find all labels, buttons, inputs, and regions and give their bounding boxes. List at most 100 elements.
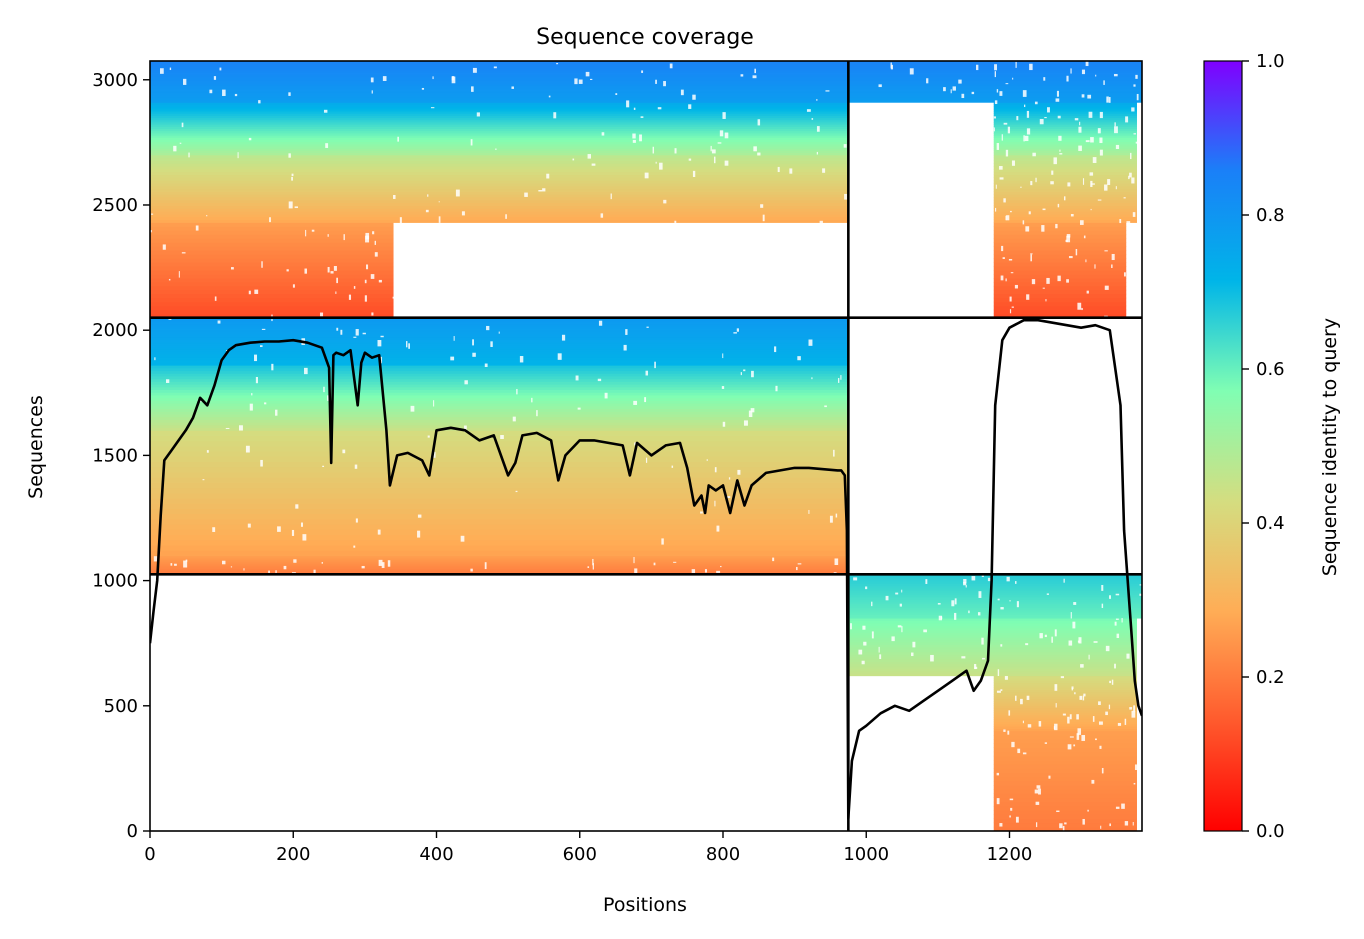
coverage-strip [993, 191, 1137, 195]
alignment-gap [968, 610, 970, 614]
coverage-strip [993, 703, 1137, 706]
alignment-gap [417, 530, 421, 538]
alignment-gap [1107, 179, 1111, 185]
alignment-gap [432, 76, 434, 80]
coverage-strip [150, 503, 849, 510]
alignment-gap [185, 559, 188, 562]
alignment-gap [1091, 779, 1095, 784]
coverage-strip [150, 132, 849, 136]
alignment-gap [371, 90, 373, 94]
alignment-gap [655, 79, 657, 84]
alignment-gap [1111, 264, 1113, 268]
y-tick-label: 2000 [92, 320, 138, 341]
alignment-gap [1115, 186, 1117, 190]
coverage-strip [150, 557, 849, 560]
alignment-gap [1028, 211, 1031, 215]
alignment-gap [1062, 825, 1065, 831]
coverage-strip [993, 723, 1137, 727]
alignment-gap [1104, 285, 1109, 290]
alignment-gap [722, 421, 726, 427]
alignment-gap [1010, 210, 1012, 213]
alignment-gap [505, 214, 507, 219]
coverage-strip [993, 143, 1137, 147]
coverage-strip [848, 83, 1142, 86]
coverage-strip [150, 349, 849, 352]
alignment-gap [824, 405, 827, 408]
y-axis: 0 500 1000 1500 2000 2500 3000 [92, 70, 150, 842]
alignment-gap [380, 335, 384, 338]
coverage-strip [150, 97, 849, 100]
alignment-gap [183, 560, 188, 568]
alignment-gap [471, 86, 474, 92]
alignment-gap [179, 142, 182, 144]
coverage-strip [150, 166, 849, 170]
alignment-gap [399, 217, 402, 224]
alignment-gap [1106, 96, 1109, 103]
alignment-gap [1073, 602, 1077, 605]
alignment-gap [1087, 94, 1092, 99]
alignment-gap [816, 126, 820, 132]
coverage-strip [993, 707, 1137, 711]
alignment-gap [406, 341, 408, 348]
coverage-strip [150, 214, 849, 218]
coverage-strip [150, 384, 849, 388]
alignment-gap [963, 582, 967, 586]
coverage-strip [848, 651, 1137, 655]
coverage-strip [150, 570, 849, 572]
colorbar-tick-label: 0.2 [1256, 667, 1285, 688]
alignment-gap [304, 574, 307, 578]
alignment-gap [625, 329, 628, 335]
alignment-gap [726, 496, 731, 499]
alignment-gap [995, 184, 997, 189]
coverage-strip [150, 234, 394, 239]
alignment-gap [234, 93, 238, 97]
coverage-block-2 [150, 317, 849, 575]
alignment-gap [1131, 710, 1136, 718]
alignment-gap [355, 518, 358, 523]
alignment-gap [183, 78, 187, 85]
alignment-gap [835, 513, 838, 518]
alignment-gap [178, 271, 180, 278]
coverage-strip [848, 79, 1142, 83]
coverage-strip [150, 86, 849, 89]
coverage-strip [150, 139, 849, 143]
alignment-gap [206, 215, 208, 217]
alignment-gap [1081, 735, 1086, 741]
coverage-strip [993, 150, 1137, 154]
coverage-strip [150, 565, 849, 567]
coverage-strip [848, 592, 1142, 595]
alignment-gap [486, 325, 490, 331]
alignment-gap [644, 172, 649, 179]
coverage-strip [993, 730, 1137, 736]
coverage-strip [150, 466, 849, 473]
alignment-gap [996, 798, 1000, 805]
alignment-gap [174, 563, 177, 566]
coverage-strip [150, 266, 394, 271]
alignment-gap [557, 353, 562, 360]
alignment-gap [1090, 137, 1094, 143]
coverage-strip [993, 119, 1137, 123]
alignment-gap [999, 177, 1004, 180]
alignment-gap [716, 570, 721, 575]
alignment-gap [1044, 634, 1047, 638]
coverage-strip [848, 622, 1137, 626]
coverage-strip [993, 719, 1137, 723]
alignment-gap [897, 625, 902, 628]
coverage-strip [993, 234, 1127, 239]
alignment-gap [951, 600, 955, 607]
coverage-strip [848, 663, 1137, 667]
alignment-gap [653, 562, 656, 566]
coverage-strip [150, 351, 849, 354]
alignment-gap [1097, 199, 1102, 201]
coverage-strip [150, 411, 849, 415]
alignment-gap [364, 279, 367, 284]
coverage-strip [848, 581, 1142, 584]
alignment-gap [212, 527, 216, 532]
alignment-gap [1133, 782, 1136, 785]
coverage-strip [848, 658, 1137, 662]
alignment-gap [470, 568, 473, 572]
coverage-strip [993, 678, 1137, 681]
alignment-gap [1104, 184, 1108, 191]
coverage-strip [150, 202, 849, 207]
alignment-gap [1080, 664, 1084, 668]
